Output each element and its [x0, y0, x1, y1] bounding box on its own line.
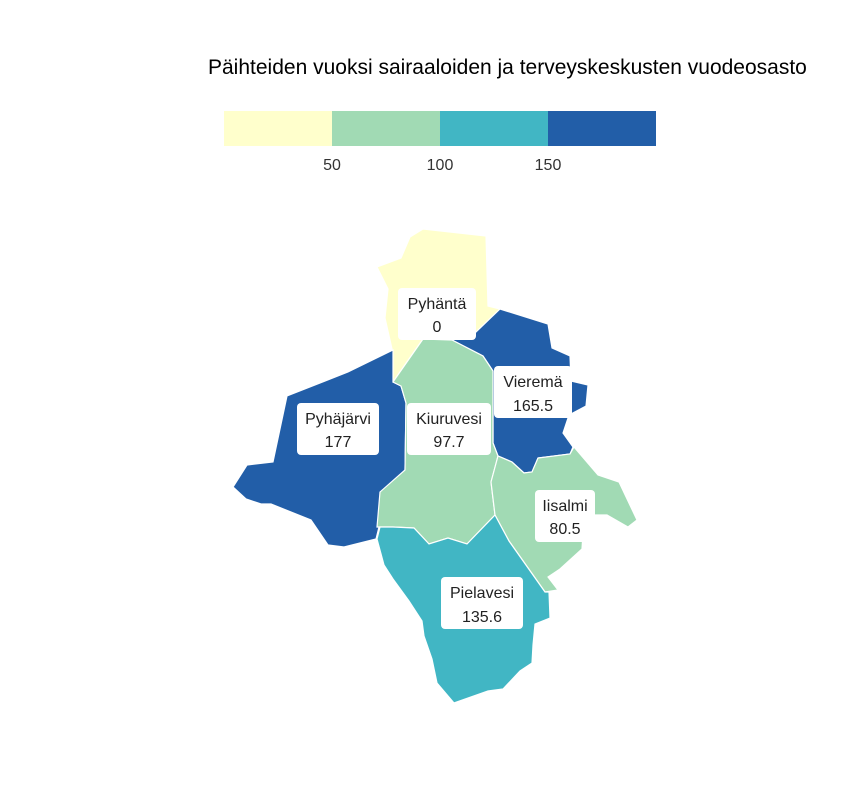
legend-bin-2 — [332, 111, 440, 146]
region-value-pyhanta: 0 — [433, 319, 442, 336]
region-value-iisalmi: 80.5 — [549, 521, 580, 538]
legend-bin-3 — [440, 111, 548, 146]
map-title: Päihteiden vuoksi sairaaloiden ja tervey… — [208, 56, 807, 79]
legend-tick-150: 150 — [535, 157, 562, 174]
label-kiuruvesi: Kiuruvesi 97.7 — [407, 403, 491, 455]
label-box-kiuruvesi — [407, 403, 491, 455]
legend-tick-100: 100 — [427, 157, 454, 174]
legend-tick-50: 50 — [323, 157, 341, 174]
region-value-kiuruvesi: 97.7 — [433, 434, 464, 451]
region-value-pielavesi: 135.6 — [462, 609, 502, 626]
label-box-iisalmi — [535, 490, 595, 542]
label-pyhanta: Pyhäntä 0 — [398, 288, 476, 340]
label-pielavesi: Pielavesi 135.6 — [441, 577, 523, 629]
label-box-vierema — [494, 366, 572, 418]
region-labels: Pyhäntä 0 Vieremä 165.5 Pyhäjärvi 177 Ki… — [297, 288, 595, 629]
legend-bin-4 — [548, 111, 656, 146]
label-iisalmi: Iisalmi 80.5 — [535, 490, 595, 542]
label-pyhajarvi: Pyhäjärvi 177 — [297, 403, 379, 455]
legend-bin-1 — [224, 111, 332, 146]
region-name-pielavesi: Pielavesi — [450, 585, 514, 602]
region-name-pyhajarvi: Pyhäjärvi — [305, 411, 371, 428]
region-name-vierema: Vieremä — [503, 374, 562, 391]
region-name-iisalmi: Iisalmi — [542, 498, 587, 515]
label-box-pyhajarvi — [297, 403, 379, 455]
label-vierema: Vieremä 165.5 — [494, 366, 572, 418]
region-name-kiuruvesi: Kiuruvesi — [416, 411, 482, 428]
region-value-vierema: 165.5 — [513, 398, 553, 415]
label-box-pielavesi — [441, 577, 523, 629]
region-name-pyhanta: Pyhäntä — [408, 296, 467, 313]
region-value-pyhajarvi: 177 — [325, 434, 352, 451]
label-box-pyhanta — [398, 288, 476, 340]
legend: 50 100 150 — [224, 111, 656, 174]
